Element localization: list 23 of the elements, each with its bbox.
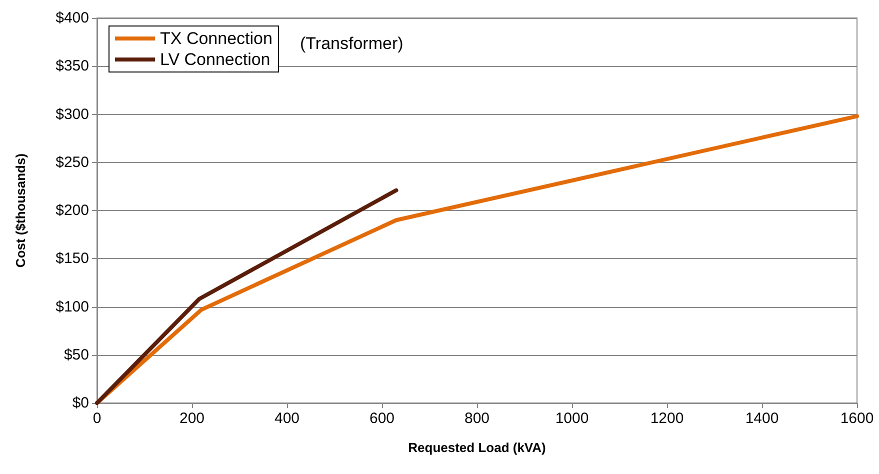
y-tick-label: $200 (56, 202, 89, 219)
x-tick-label: 200 (179, 410, 205, 427)
y-tick-label: $0 (72, 394, 89, 412)
y-tick-label: $400 (56, 10, 89, 26)
y-tick-label: $350 (56, 58, 89, 75)
x-tick-label: 800 (464, 410, 490, 427)
x-tick-label: 400 (274, 410, 300, 427)
legend-label: LV Connection (160, 50, 270, 69)
annotation: (Transformer) (300, 34, 404, 53)
x-tick-label: 1400 (745, 410, 779, 427)
x-tick-label: 1600 (840, 410, 874, 427)
x-tick-label: 600 (369, 410, 395, 427)
x-tick-label: 0 (92, 410, 102, 427)
y-tick-label: $300 (56, 106, 89, 123)
y-axis-title: Cost ($thousands) (13, 153, 28, 268)
y-tick-label: $150 (56, 250, 89, 268)
x-axis-title: Requested Load (kVA) (408, 440, 546, 455)
y-tick-label: $50 (64, 346, 89, 364)
x-tick-label: 1200 (650, 410, 684, 427)
y-tick-label: $100 (56, 298, 89, 316)
y-tick-label: $250 (56, 154, 89, 171)
x-tick-label: 1000 (555, 410, 589, 427)
legend-label: TX Connection (160, 29, 272, 48)
